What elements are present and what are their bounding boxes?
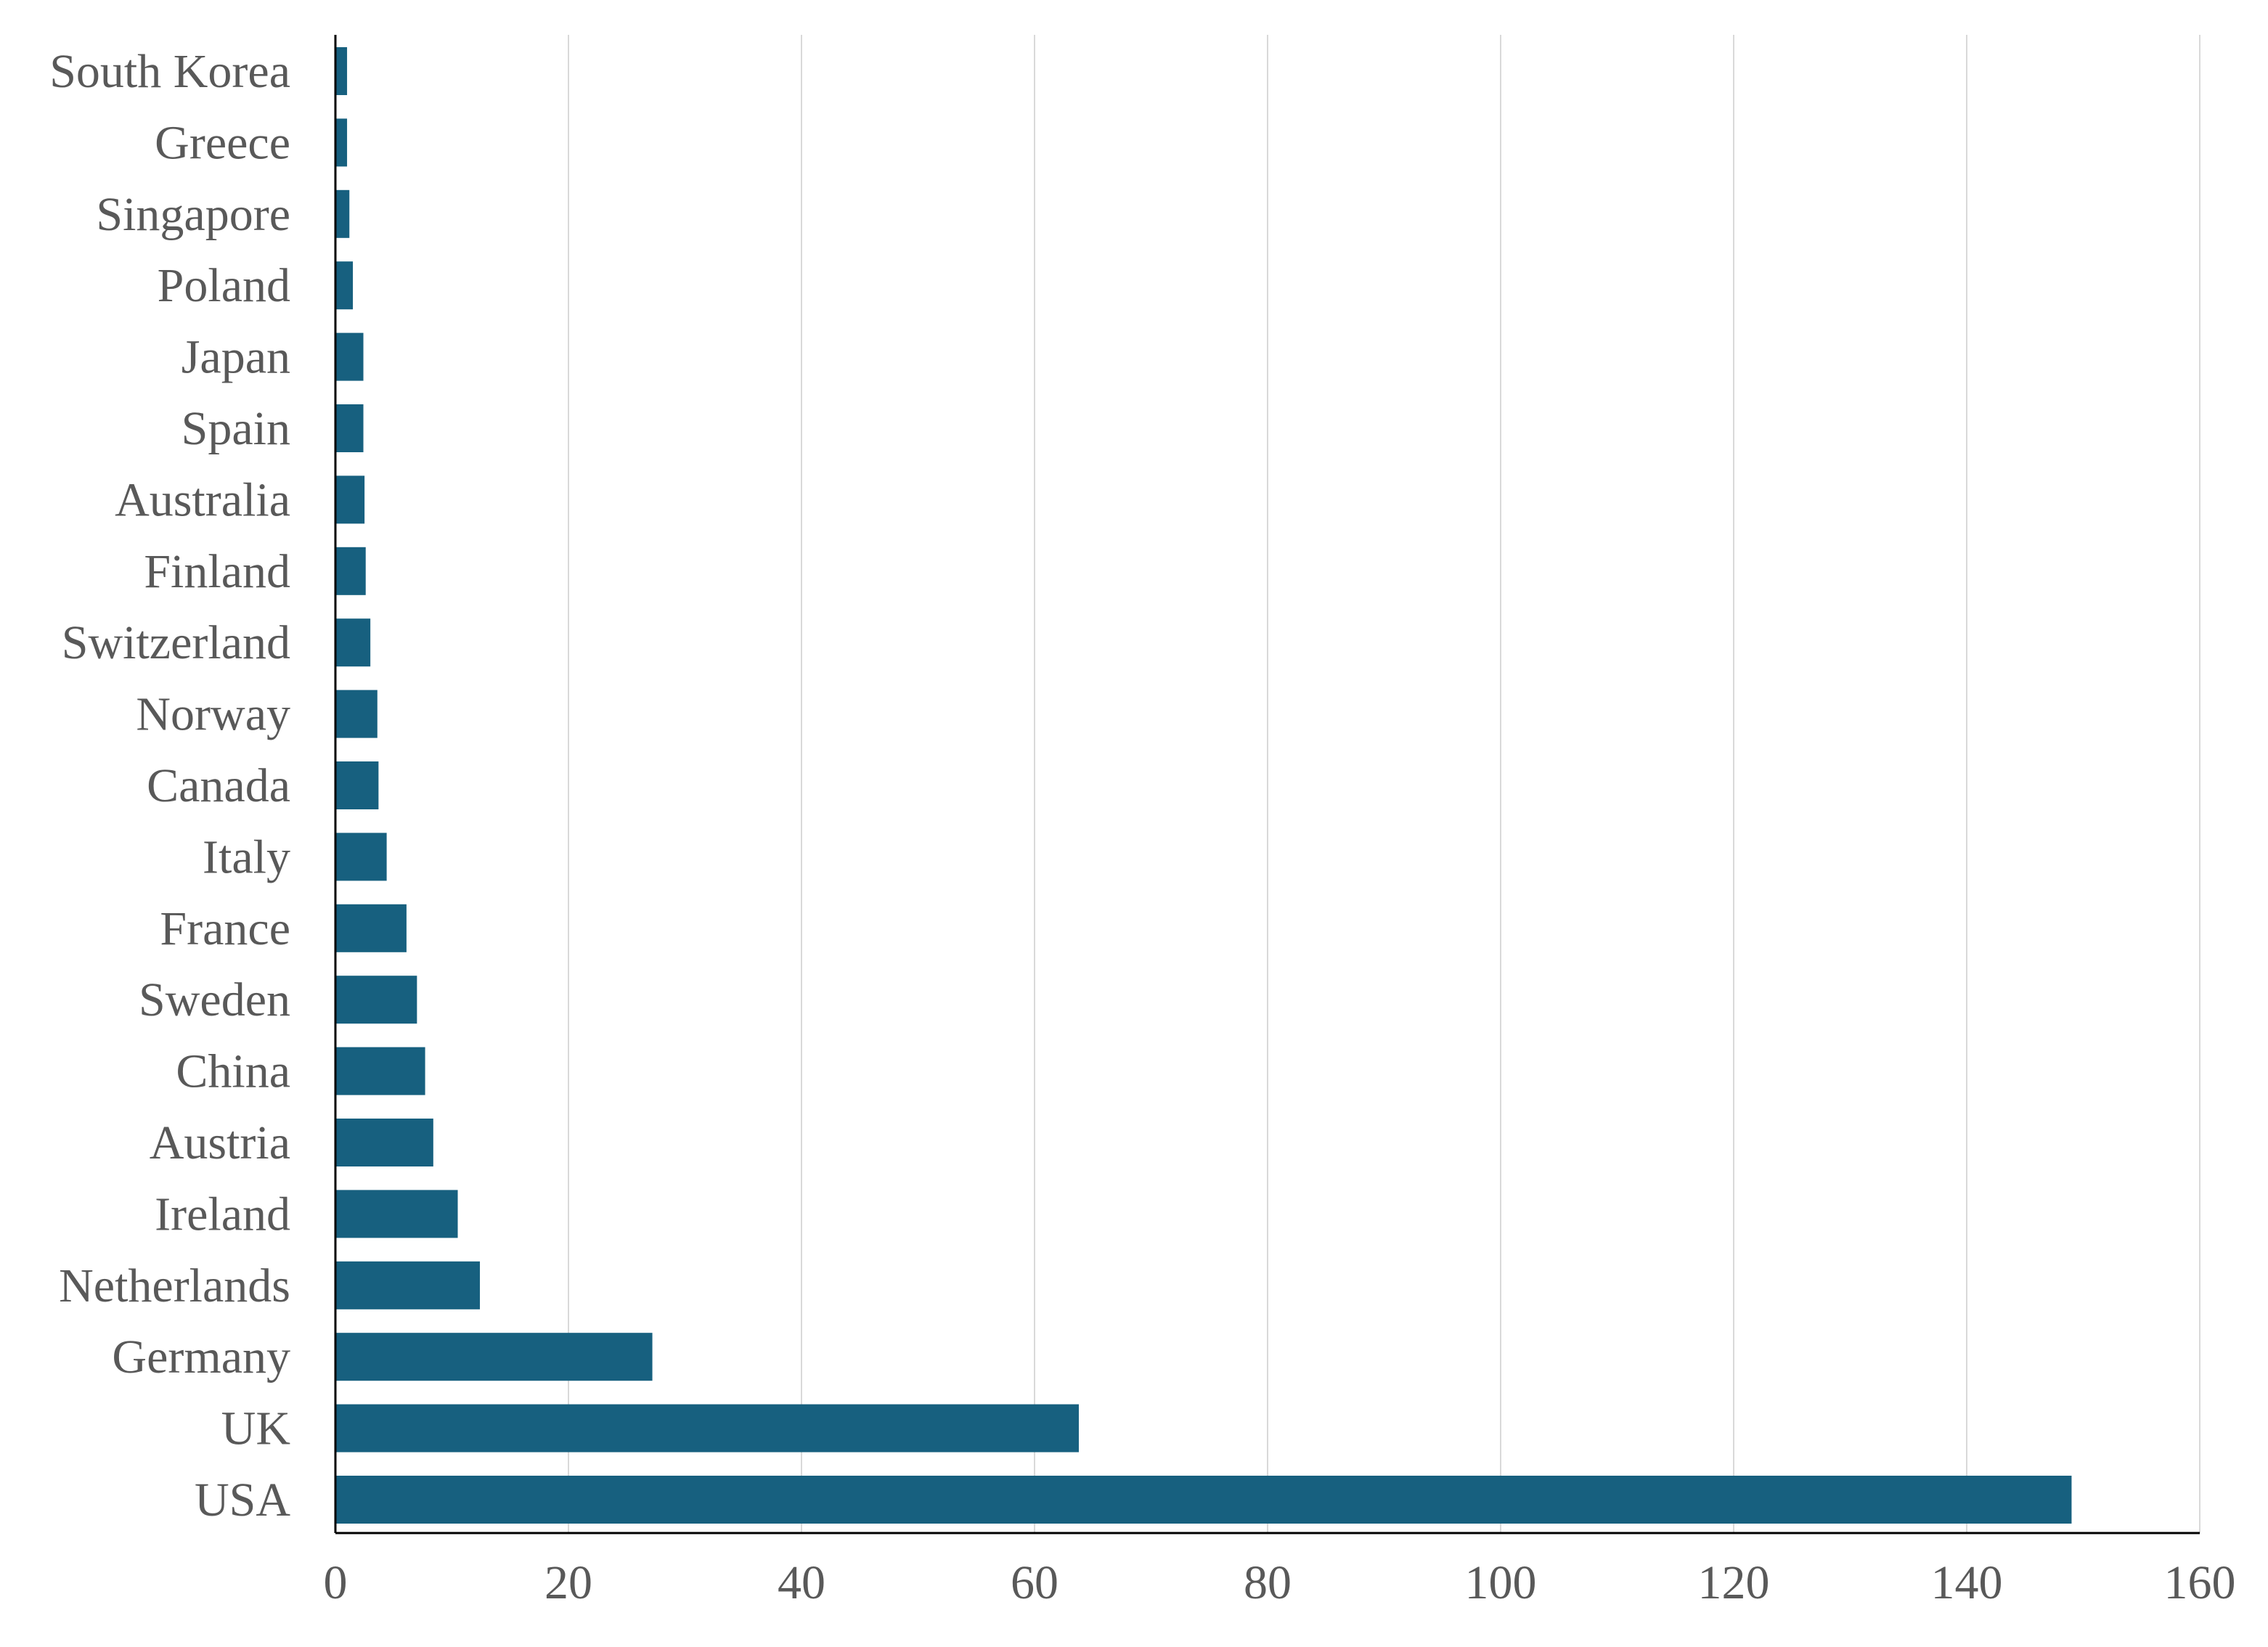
axes	[334, 35, 2200, 1534]
bar-spain	[335, 404, 364, 452]
bar-austria	[335, 1119, 433, 1166]
bar-singapore	[335, 189, 350, 238]
category-label: Finland	[144, 545, 290, 598]
bar-uk	[335, 1404, 1079, 1452]
category-label: France	[160, 902, 290, 955]
x-tick-label: 0	[324, 1556, 348, 1609]
x-tick-label: 60	[1011, 1556, 1058, 1609]
category-label: Germany	[112, 1331, 290, 1384]
bars	[335, 47, 2072, 1524]
bar-greece	[335, 118, 348, 167]
bar-china	[335, 1047, 425, 1095]
bar-south-korea	[335, 47, 348, 95]
bar-japan	[335, 332, 364, 381]
x-tick-label: 140	[1931, 1556, 2003, 1609]
category-label: Singapore	[96, 188, 290, 241]
category-label: Ireland	[155, 1188, 290, 1241]
bar-ireland	[335, 1190, 458, 1238]
category-label: Norway	[136, 688, 290, 741]
category-label: Australia	[115, 473, 290, 526]
category-labels: South Korea Greece Singapore Poland Japan Spa…	[49, 45, 290, 1527]
bar-switzerland	[335, 618, 371, 667]
x-tick-labels: 0 20 40 60 80 100 120 140 160	[324, 1556, 2236, 1609]
category-label: Japan	[181, 331, 290, 384]
bar-poland	[335, 261, 354, 310]
category-label: Switzerland	[62, 616, 290, 669]
category-label: South Korea	[49, 45, 290, 98]
category-label: Greece	[155, 116, 290, 169]
bar-sweden	[335, 976, 417, 1024]
x-tick-label: 80	[1244, 1556, 1292, 1609]
gridlines	[568, 35, 2200, 1533]
category-label: Spain	[181, 402, 290, 455]
x-tick-label: 40	[778, 1556, 825, 1609]
bar-italy	[335, 833, 387, 881]
category-label: UK	[221, 1402, 290, 1455]
category-label: Italy	[203, 830, 290, 883]
category-label: Canada	[147, 759, 290, 812]
category-label: Sweden	[139, 973, 290, 1026]
x-tick-label: 20	[544, 1556, 592, 1609]
category-label: Austria	[150, 1116, 290, 1169]
x-tick-label: 160	[2164, 1556, 2236, 1609]
bar-australia	[335, 475, 365, 524]
category-label: Netherlands	[59, 1259, 290, 1312]
category-label: Poland	[158, 259, 290, 312]
bar-usa	[335, 1476, 2072, 1524]
x-tick-label: 100	[1465, 1556, 1537, 1609]
bar-finland	[335, 547, 366, 595]
bar-canada	[335, 761, 379, 809]
bar-germany	[335, 1333, 653, 1381]
category-label: China	[176, 1045, 290, 1098]
category-label: USA	[195, 1474, 290, 1527]
bar-france	[335, 904, 407, 952]
x-tick-label: 120	[1698, 1556, 1770, 1609]
bar-netherlands	[335, 1261, 481, 1309]
bar-norway	[335, 690, 378, 738]
